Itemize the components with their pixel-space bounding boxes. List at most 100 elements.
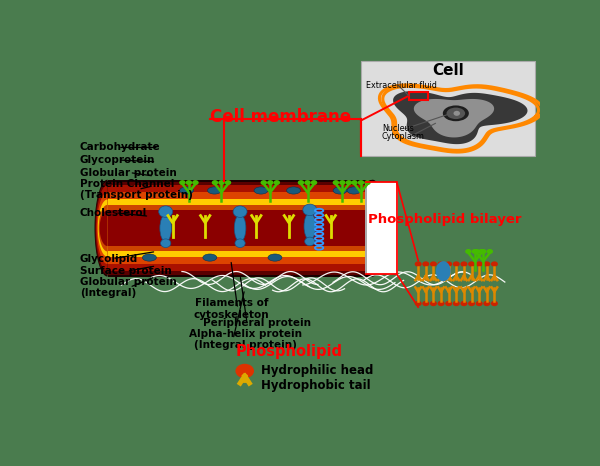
Polygon shape	[98, 199, 107, 257]
Circle shape	[445, 261, 452, 267]
Circle shape	[454, 111, 460, 116]
Ellipse shape	[304, 213, 316, 240]
Circle shape	[267, 180, 274, 185]
Text: Hydrophilic head: Hydrophilic head	[261, 364, 373, 377]
Circle shape	[179, 180, 185, 185]
Circle shape	[185, 180, 192, 185]
Circle shape	[339, 180, 346, 185]
Bar	[107, 180, 373, 277]
Circle shape	[218, 180, 225, 185]
Circle shape	[453, 261, 460, 267]
Text: Peripheral protein: Peripheral protein	[203, 318, 311, 328]
Circle shape	[260, 180, 267, 185]
Circle shape	[491, 301, 498, 306]
Ellipse shape	[436, 261, 451, 281]
Circle shape	[460, 261, 467, 267]
Circle shape	[437, 261, 445, 267]
Bar	[365, 182, 367, 274]
Polygon shape	[97, 192, 107, 264]
Ellipse shape	[446, 108, 465, 119]
Ellipse shape	[142, 254, 157, 261]
Polygon shape	[96, 185, 107, 271]
Ellipse shape	[159, 206, 173, 218]
Text: Cell membrane: Cell membrane	[210, 108, 351, 126]
Text: Alpha-helix protein
(Integral protein): Alpha-helix protein (Integral protein)	[189, 329, 302, 350]
Text: Globular protein
(Integral): Globular protein (Integral)	[80, 276, 176, 298]
Circle shape	[445, 301, 452, 306]
Circle shape	[480, 249, 487, 254]
Text: Cell: Cell	[432, 63, 464, 78]
Text: Filaments of
cytoskeleton: Filaments of cytoskeleton	[194, 298, 269, 320]
Ellipse shape	[305, 237, 315, 246]
Ellipse shape	[268, 254, 282, 261]
Ellipse shape	[233, 206, 247, 218]
Text: Carbohydrate: Carbohydrate	[80, 143, 160, 152]
Bar	[409, 92, 428, 100]
Ellipse shape	[359, 180, 386, 277]
Circle shape	[491, 261, 498, 267]
Circle shape	[484, 301, 490, 306]
Ellipse shape	[161, 239, 171, 247]
Circle shape	[460, 301, 467, 306]
Circle shape	[476, 301, 482, 306]
Bar	[107, 199, 368, 257]
Bar	[107, 210, 368, 246]
Text: Protein Channel
(Transport protein): Protein Channel (Transport protein)	[80, 178, 193, 200]
Circle shape	[430, 301, 437, 306]
Circle shape	[422, 301, 429, 306]
Ellipse shape	[254, 187, 268, 194]
Circle shape	[346, 180, 352, 185]
Bar	[107, 181, 373, 275]
Ellipse shape	[443, 105, 469, 121]
Circle shape	[225, 180, 231, 185]
Ellipse shape	[357, 192, 379, 264]
Polygon shape	[100, 210, 107, 246]
Ellipse shape	[360, 210, 376, 246]
Circle shape	[304, 180, 311, 185]
Circle shape	[351, 180, 358, 185]
Circle shape	[422, 261, 429, 267]
Circle shape	[235, 364, 254, 378]
Ellipse shape	[287, 187, 301, 194]
Circle shape	[476, 261, 482, 267]
Circle shape	[311, 180, 317, 185]
Circle shape	[437, 301, 445, 306]
Circle shape	[298, 180, 304, 185]
Ellipse shape	[303, 204, 317, 216]
Circle shape	[478, 249, 485, 254]
Text: Cholesterol: Cholesterol	[80, 208, 147, 218]
Circle shape	[274, 180, 280, 185]
Ellipse shape	[347, 187, 361, 194]
Circle shape	[415, 261, 422, 267]
Ellipse shape	[360, 181, 385, 275]
Polygon shape	[393, 91, 527, 144]
Polygon shape	[95, 180, 107, 277]
Ellipse shape	[234, 215, 246, 241]
Circle shape	[415, 301, 422, 306]
Text: Surface protein: Surface protein	[80, 266, 172, 276]
Circle shape	[484, 261, 490, 267]
Circle shape	[430, 261, 437, 267]
Circle shape	[192, 180, 199, 185]
Text: Nucleus: Nucleus	[382, 124, 413, 133]
Ellipse shape	[235, 239, 245, 247]
Text: Glycoprotein: Glycoprotein	[80, 155, 155, 165]
Text: Phospholipid: Phospholipid	[235, 344, 343, 359]
Polygon shape	[414, 99, 494, 137]
Circle shape	[332, 180, 339, 185]
Polygon shape	[99, 205, 107, 252]
Bar	[107, 205, 368, 252]
Ellipse shape	[358, 199, 378, 257]
Ellipse shape	[359, 205, 377, 252]
Circle shape	[472, 249, 478, 254]
Ellipse shape	[333, 187, 347, 194]
Text: Extracellular fluid: Extracellular fluid	[365, 81, 437, 90]
Circle shape	[453, 301, 460, 306]
Circle shape	[468, 301, 475, 306]
Ellipse shape	[208, 187, 221, 194]
Ellipse shape	[179, 187, 194, 194]
FancyBboxPatch shape	[361, 62, 535, 157]
Circle shape	[468, 261, 475, 267]
Polygon shape	[95, 181, 107, 275]
Bar	[107, 192, 368, 264]
